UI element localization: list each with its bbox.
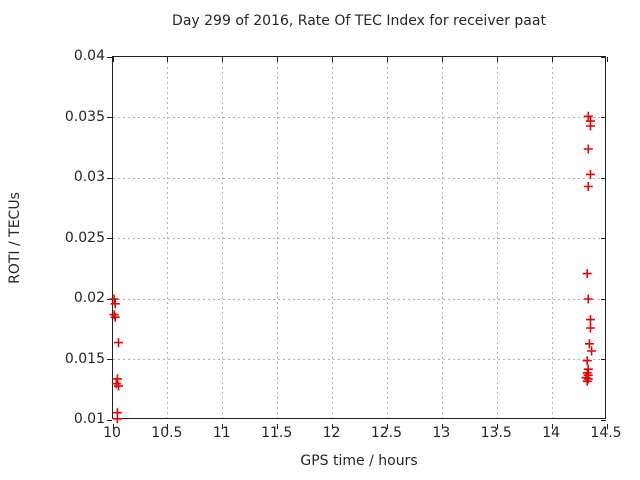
y-tick-mark bbox=[107, 419, 112, 421]
y-tick-mark bbox=[601, 359, 606, 360]
x-tick-label: 10.5 bbox=[151, 425, 183, 441]
x-tick-mark bbox=[551, 57, 553, 62]
y-tick-mark bbox=[107, 359, 112, 360]
x-tick-mark bbox=[606, 424, 608, 429]
x-tick-mark bbox=[496, 57, 498, 62]
y-tick-mark bbox=[107, 298, 112, 300]
x-tick-mark bbox=[277, 57, 279, 62]
y-tick-mark bbox=[601, 56, 606, 58]
grid-line-horizontal bbox=[113, 238, 605, 239]
x-axis-label: GPS time / hours bbox=[300, 453, 418, 469]
x-tick-label: 13 bbox=[432, 425, 451, 441]
x-tick-mark bbox=[167, 57, 169, 62]
grid-line-vertical bbox=[332, 57, 334, 418]
y-tick-mark bbox=[601, 177, 606, 179]
grid-line-horizontal bbox=[113, 117, 605, 118]
y-tick-mark bbox=[107, 177, 112, 179]
x-tick-mark bbox=[441, 424, 443, 429]
x-tick-mark bbox=[222, 57, 224, 62]
grid-line-vertical bbox=[496, 57, 498, 418]
y-tick-label: 0.025 bbox=[64, 229, 105, 246]
x-tick-mark bbox=[167, 424, 169, 429]
x-tick-label: 14 bbox=[542, 425, 561, 441]
x-tick-label: 11.5 bbox=[261, 425, 293, 441]
plot-area bbox=[107, 56, 608, 429]
x-tick-label: 12 bbox=[322, 425, 341, 441]
y-tick-label: 0.01 bbox=[73, 411, 105, 427]
grid-line-vertical bbox=[386, 57, 388, 418]
y-axis-label: ROTI / TECUs bbox=[7, 192, 23, 284]
x-tick-label: 12.5 bbox=[370, 425, 403, 441]
y-tick-mark bbox=[107, 238, 112, 239]
grid-line-vertical bbox=[551, 57, 553, 418]
scatter-points-layer bbox=[109, 111, 597, 424]
x-tick-mark bbox=[606, 57, 608, 62]
x-tick-mark bbox=[332, 57, 334, 62]
grid-line-vertical bbox=[222, 57, 224, 418]
y-tick-mark bbox=[601, 117, 606, 118]
y-tick-mark bbox=[107, 117, 112, 118]
y-tick-mark bbox=[601, 238, 606, 239]
x-tick-mark bbox=[112, 57, 114, 62]
x-tick-label: 13.5 bbox=[480, 425, 512, 441]
y-tick-label: 0.015 bbox=[64, 350, 105, 367]
y-tick-label: 0.035 bbox=[64, 108, 105, 125]
chart-title: Day 299 of 2016, Rate Of TEC Index for r… bbox=[172, 13, 546, 29]
x-tick-mark bbox=[112, 424, 114, 429]
x-tick-mark bbox=[277, 424, 279, 429]
grid-line-vertical bbox=[441, 57, 443, 418]
grid-line-horizontal bbox=[113, 177, 605, 179]
x-tick-mark bbox=[386, 424, 388, 429]
y-tick-mark bbox=[107, 56, 112, 58]
x-tick-mark bbox=[222, 424, 224, 429]
x-tick-label: 10 bbox=[103, 425, 121, 441]
x-tick-mark bbox=[386, 57, 388, 62]
x-tick-mark bbox=[441, 57, 443, 62]
grid-line-vertical bbox=[277, 57, 279, 418]
x-tick-label: 11 bbox=[212, 425, 231, 441]
grid-line-horizontal bbox=[113, 298, 605, 300]
y-tick-label: 0.03 bbox=[73, 169, 105, 185]
scatter-plus-markers bbox=[109, 111, 597, 424]
y-tick-mark bbox=[601, 419, 606, 421]
y-tick-label: 0.02 bbox=[73, 290, 105, 306]
x-tick-mark bbox=[332, 424, 334, 429]
x-tick-label: 14.5 bbox=[590, 425, 622, 441]
grid-line-vertical bbox=[167, 57, 169, 418]
x-tick-mark bbox=[551, 424, 553, 429]
grid-line-horizontal bbox=[113, 359, 605, 360]
y-tick-label: 0.04 bbox=[73, 48, 105, 64]
y-tick-mark bbox=[601, 298, 606, 300]
x-tick-mark bbox=[496, 424, 498, 429]
